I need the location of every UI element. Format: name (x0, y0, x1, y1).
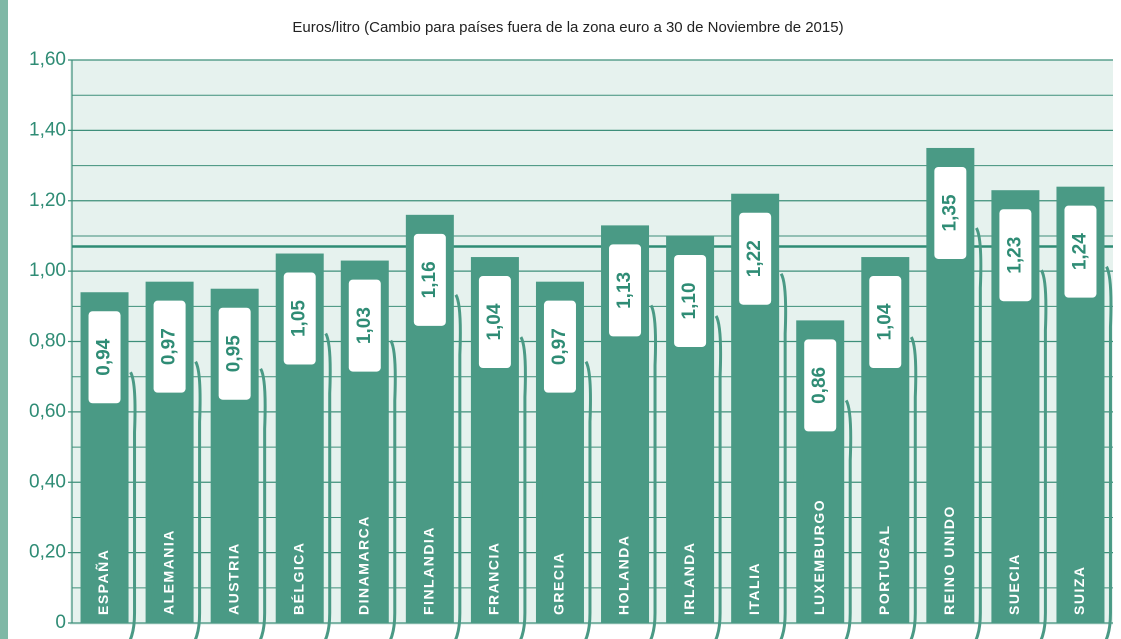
value-label: 1,10 (679, 282, 700, 319)
bottle-outline (604, 304, 658, 639)
x-tick-label: PORTUGAL (876, 524, 892, 615)
x-tick-label: REINO UNIDO (941, 505, 957, 615)
value-label-box (348, 279, 381, 372)
value-label-box (478, 276, 511, 369)
bottle-outline (994, 269, 1048, 639)
value-label-box (218, 307, 251, 400)
value-label: 1,05 (289, 300, 310, 337)
value-label-box (869, 276, 902, 369)
y-tick-label: 1,40 (29, 119, 66, 140)
value-label: 0,97 (549, 328, 570, 365)
y-tick-label: 0 (55, 612, 66, 633)
x-tick-label: BÉLGICA (290, 542, 306, 616)
value-label-box (283, 272, 316, 365)
chart-title: Euros/litro (Cambio para países fuera de… (292, 19, 843, 36)
x-tick-label: ITALIA (746, 562, 762, 615)
bottle-outline (409, 294, 462, 639)
x-tick-label: LUXEMBURGO (811, 499, 827, 615)
value-label: 0,97 (159, 328, 180, 365)
value-label-box (934, 166, 967, 259)
y-tick-label: 0,40 (29, 471, 66, 492)
bottle-outline (799, 399, 853, 639)
value-label: 1,13 (614, 272, 635, 309)
bottle-outline (734, 272, 788, 639)
x-tick-label: AUSTRIA (225, 542, 241, 615)
value-label: 1,03 (354, 307, 375, 344)
bottle-outline (279, 332, 332, 639)
value-label: 1,23 (1004, 237, 1025, 274)
y-tick-label: 0,60 (29, 401, 66, 422)
value-label: 1,16 (419, 261, 440, 298)
x-tick-label: ALEMANIA (160, 529, 176, 615)
x-tick-label: IRLANDA (681, 542, 697, 616)
value-label-box (1064, 205, 1097, 298)
value-label-box (88, 311, 121, 404)
x-tick-label: FINLANDIA (421, 526, 437, 615)
x-tick-label: SUECIA (1006, 553, 1022, 615)
bottle-outline (344, 339, 397, 639)
x-tick-label: FRANCIA (486, 542, 502, 616)
x-tick-label: GRECIA (551, 552, 567, 615)
value-label: 1,35 (939, 194, 960, 231)
bottle-outline (669, 315, 723, 639)
x-tick-label: ESPAÑA (94, 549, 111, 615)
y-tick-label: 0,80 (29, 331, 66, 352)
bottle-outline (1059, 265, 1113, 639)
value-label-box (153, 300, 186, 393)
value-label-box (804, 339, 837, 432)
x-tick-label: SUIZA (1071, 566, 1087, 616)
bottle-outline (929, 227, 983, 639)
value-label-box (739, 212, 772, 305)
value-label: 0,94 (94, 338, 115, 375)
value-label: 1,24 (1069, 233, 1090, 270)
y-tick-label: 1,60 (29, 49, 66, 70)
bottle-outline (864, 336, 918, 639)
y-tick-label: 1,20 (29, 190, 66, 211)
x-tick-label: DINAMARCA (355, 515, 371, 615)
y-tick-label: 1,00 (29, 260, 66, 281)
y-tick-label: 0,20 (29, 542, 66, 563)
value-label-box (413, 233, 446, 326)
value-label-box (543, 300, 576, 393)
x-tick-label: HOLANDA (616, 535, 632, 616)
bottle-outline (84, 371, 137, 639)
value-label: 0,95 (224, 335, 245, 372)
value-label: 1,04 (874, 303, 895, 340)
bottle-outline (539, 360, 592, 639)
value-label: 0,86 (809, 367, 830, 404)
value-label: 1,04 (484, 303, 505, 340)
value-label-box (999, 209, 1032, 302)
bottle-outline (474, 336, 527, 639)
value-label-box (674, 254, 707, 347)
value-label: 1,22 (744, 240, 765, 277)
bottle-outline (149, 360, 202, 639)
value-label-box (609, 244, 642, 337)
bottle-outline (214, 367, 267, 639)
